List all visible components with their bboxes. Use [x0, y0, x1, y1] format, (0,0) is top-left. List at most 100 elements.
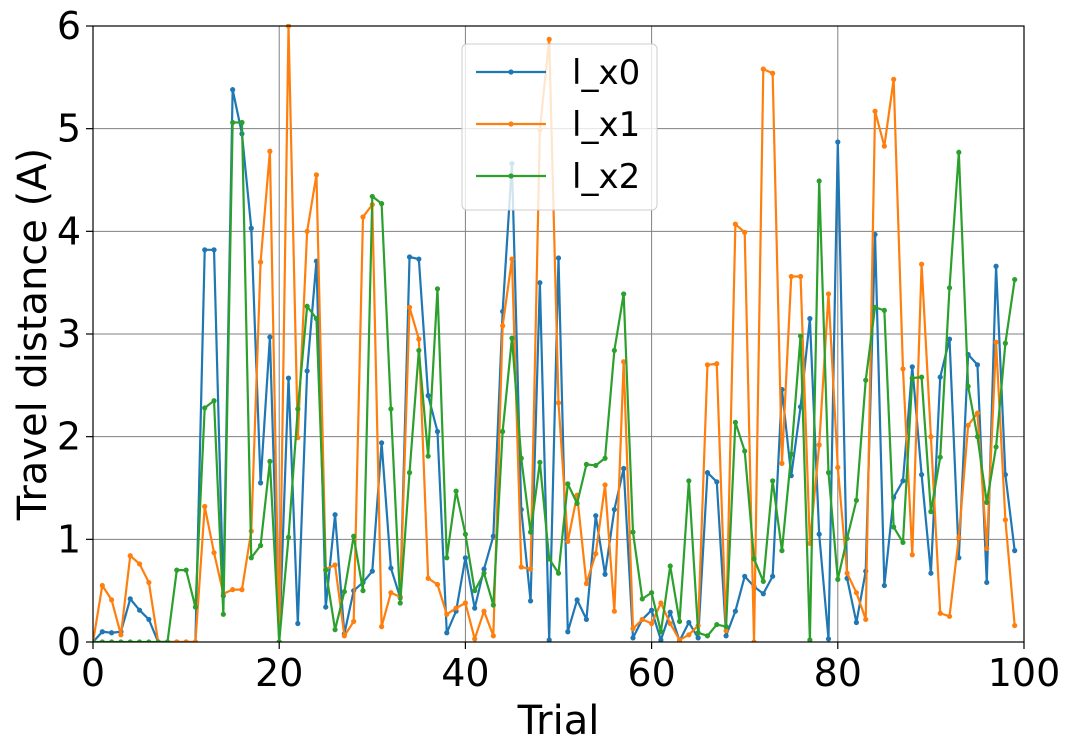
data-point — [807, 316, 813, 322]
data-point — [1002, 517, 1008, 523]
data-point — [509, 335, 515, 341]
data-point — [416, 256, 422, 262]
data-point — [481, 570, 487, 576]
data-point — [369, 568, 375, 574]
data-point — [500, 428, 506, 435]
data-point — [928, 570, 934, 576]
legend-label: l_x0 — [572, 53, 640, 93]
data-point — [1012, 548, 1018, 554]
data-point — [630, 635, 636, 641]
data-point — [751, 639, 757, 642]
data-point — [267, 334, 273, 340]
data-point — [779, 460, 785, 466]
data-point — [872, 108, 878, 114]
data-point — [816, 178, 822, 184]
y-tick-label: 1 — [57, 517, 81, 561]
data-point — [723, 624, 729, 630]
data-point — [546, 36, 552, 42]
data-point — [974, 362, 981, 368]
data-point — [695, 630, 701, 636]
data-point — [555, 255, 562, 261]
data-point — [900, 539, 906, 546]
data-point — [388, 406, 394, 412]
data-point — [397, 600, 403, 606]
data-point — [518, 455, 524, 461]
data-point — [658, 600, 664, 606]
data-point — [974, 434, 981, 440]
data-point — [881, 143, 887, 149]
data-point — [835, 576, 841, 582]
data-point — [202, 247, 208, 253]
data-point — [239, 587, 245, 593]
data-point — [304, 228, 310, 234]
data-point — [676, 637, 683, 642]
data-point — [99, 629, 105, 635]
data-point — [192, 604, 199, 610]
data-point — [704, 470, 711, 476]
x-tick-label: 0 — [81, 651, 105, 695]
data-point — [946, 285, 953, 291]
data-point — [127, 553, 133, 559]
data-point — [453, 605, 459, 611]
legend-label: l_x2 — [572, 157, 640, 197]
data-point — [853, 619, 860, 626]
data-point — [602, 571, 608, 577]
data-point — [658, 637, 664, 642]
data-point — [304, 303, 310, 309]
data-point — [714, 479, 720, 485]
data-point — [379, 440, 385, 446]
series-l_x2 — [93, 119, 1018, 642]
data-point — [602, 482, 608, 488]
data-point — [751, 556, 757, 562]
data-point — [462, 531, 468, 537]
data-point — [909, 375, 915, 381]
data-point — [202, 405, 208, 411]
data-point — [937, 374, 943, 380]
data-point — [351, 533, 357, 539]
data-point — [118, 639, 124, 642]
data-point — [109, 639, 115, 642]
data-point — [444, 611, 450, 617]
data-point — [770, 478, 776, 484]
data-point — [202, 503, 208, 510]
data-point — [462, 555, 468, 561]
data-point — [295, 620, 301, 627]
data-point — [658, 629, 664, 635]
data-point — [723, 633, 729, 639]
data-point — [509, 256, 515, 262]
data-point — [127, 639, 133, 642]
data-point — [434, 286, 441, 292]
data-point — [472, 636, 478, 642]
series-line-l_x0 — [93, 88, 1016, 642]
data-point — [146, 579, 152, 586]
data-point — [332, 512, 338, 518]
data-point — [993, 263, 999, 269]
data-point — [192, 639, 199, 642]
data-point — [490, 633, 496, 639]
data-point — [285, 375, 292, 381]
data-point — [649, 590, 655, 596]
data-point — [565, 481, 571, 487]
data-point — [99, 639, 105, 642]
data-point — [109, 597, 115, 603]
data-point — [900, 366, 906, 372]
data-point — [518, 564, 524, 570]
data-point — [891, 76, 897, 82]
data-point — [686, 478, 692, 484]
data-point — [1012, 622, 1018, 629]
data-point — [918, 261, 925, 267]
data-point — [555, 400, 562, 406]
axis-ticks: 0 20 40 60 80 100 0 1 2 3 4 5 6 — [57, 4, 1060, 695]
y-tick-label: 2 — [57, 415, 81, 459]
data-point — [211, 550, 217, 556]
data-point — [630, 626, 636, 632]
data-point — [434, 428, 441, 435]
data-point — [565, 538, 571, 544]
data-point — [99, 582, 105, 589]
data-point — [239, 119, 245, 126]
data-point — [797, 273, 804, 280]
data-point — [444, 555, 450, 561]
data-point — [946, 613, 953, 619]
